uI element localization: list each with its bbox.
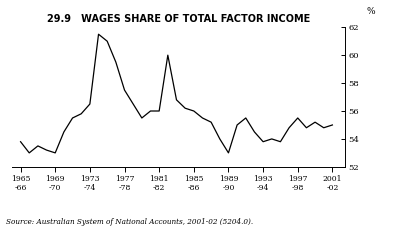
Text: -90: -90 (222, 184, 235, 192)
Text: 1985: 1985 (184, 175, 204, 183)
Text: -98: -98 (291, 184, 304, 192)
Text: -70: -70 (49, 184, 62, 192)
Text: 1997: 1997 (288, 175, 308, 183)
Text: -94: -94 (257, 184, 269, 192)
Text: 1981: 1981 (149, 175, 169, 183)
Text: -86: -86 (188, 184, 200, 192)
Text: -82: -82 (153, 184, 165, 192)
Text: 2001: 2001 (323, 175, 342, 183)
Title: 29.9   WAGES SHARE OF TOTAL FACTOR INCOME: 29.9 WAGES SHARE OF TOTAL FACTOR INCOME (47, 14, 310, 24)
Text: Source: Australian System of National Accounts, 2001-02 (5204.0).: Source: Australian System of National Ac… (6, 218, 253, 226)
Text: 1969: 1969 (46, 175, 65, 183)
Text: -74: -74 (84, 184, 96, 192)
Text: 1973: 1973 (80, 175, 100, 183)
Text: 1965: 1965 (11, 175, 30, 183)
Text: -78: -78 (118, 184, 131, 192)
Text: 1977: 1977 (115, 175, 134, 183)
Text: -02: -02 (326, 184, 339, 192)
Text: 1989: 1989 (219, 175, 238, 183)
Text: 1993: 1993 (253, 175, 273, 183)
Text: -66: -66 (14, 184, 27, 192)
Text: %: % (366, 7, 375, 16)
